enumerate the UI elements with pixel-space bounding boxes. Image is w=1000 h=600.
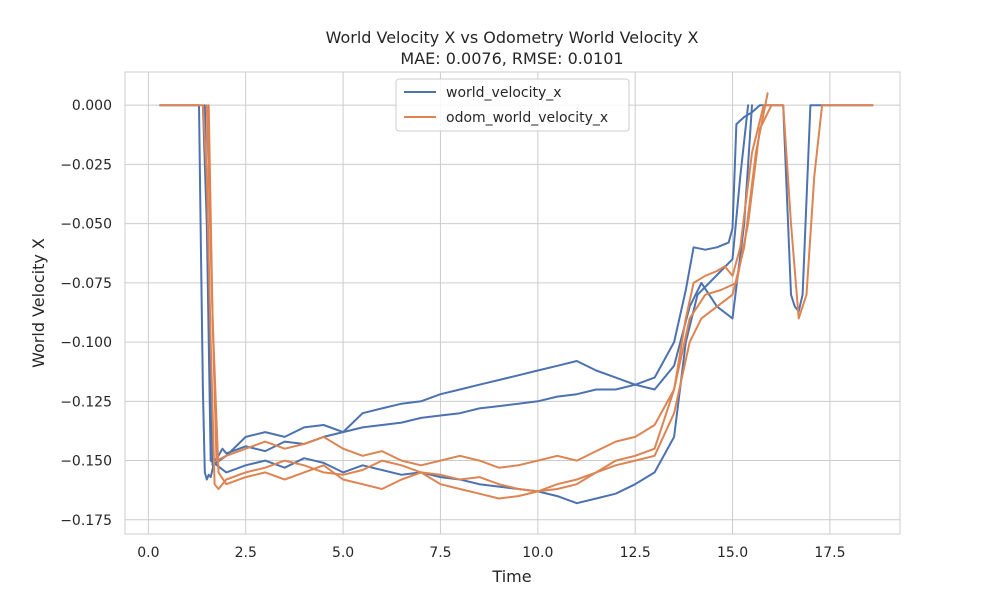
y-axis-label: World Velocity X (29, 238, 48, 368)
series-line-odom-world-velocity-x-3 (159, 104, 874, 493)
legend-label-odom-world-velocity-x: odom_world_velocity_x (446, 110, 608, 126)
legend: world_velocity_x odom_world_velocity_x (395, 78, 630, 132)
y-tick-label: −0.175 (60, 513, 112, 529)
x-tick-label: 7.5 (429, 545, 451, 561)
grid (125, 72, 900, 534)
plot-lines (159, 92, 874, 505)
y-tick-label: −0.075 (60, 276, 112, 292)
plot-area-frame (124, 71, 901, 535)
x-tick-label: 12.5 (620, 545, 651, 561)
x-tick-label: 10.0 (522, 545, 553, 561)
y-tick-label: −0.050 (60, 217, 112, 233)
x-tick-label: 2.5 (235, 545, 257, 561)
x-tick-label: 5.0 (332, 545, 354, 561)
x-tick-label: 15.0 (717, 545, 748, 561)
series-line-odom-world-velocity-x-4 (205, 104, 773, 469)
x-tick-label: 17.5 (814, 545, 845, 561)
chart-title: World Velocity X vs Odometry World Veloc… (326, 28, 699, 47)
x-tick-label: 0.0 (137, 545, 159, 561)
y-tick-label: −0.025 (60, 157, 112, 173)
y-tick-label: −0.150 (60, 454, 112, 470)
y-tick-label: −0.100 (60, 335, 112, 351)
y-tick-labels: 0.000 −0.025 −0.050 −0.075 −0.100 −0.125 −0.15… (60, 98, 112, 529)
y-tick-label: −0.125 (60, 394, 112, 410)
series-line-odom-world-velocity-x-5 (207, 92, 769, 500)
legend-label-world-velocity-x: world_velocity_x (446, 85, 562, 101)
chart-subtitle: MAE: 0.0076, RMSE: 0.0101 (400, 49, 623, 68)
y-tick-label: 0.000 (72, 98, 112, 114)
legend-box (395, 78, 630, 132)
x-axis-label: Time (491, 567, 531, 586)
x-tick-labels: 0.0 2.5 5.0 7.5 10.0 12.5 15.0 17.5 (137, 545, 845, 561)
